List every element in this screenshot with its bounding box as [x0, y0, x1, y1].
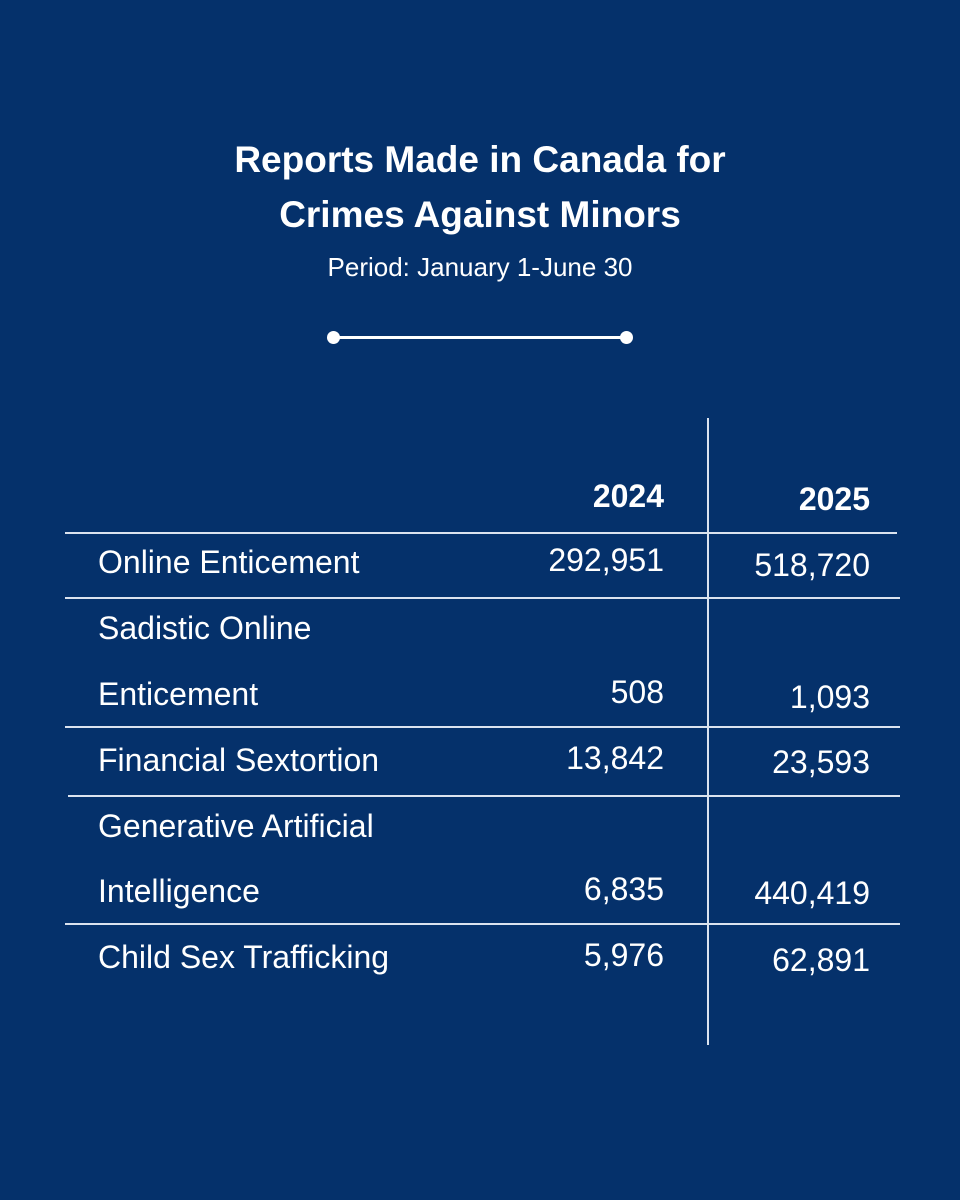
title-line-2: Crimes Against Minors [279, 194, 681, 235]
divider-dot-left [327, 331, 340, 344]
column-header-2024: 2024 [592, 478, 664, 514]
decorative-divider [334, 336, 626, 339]
row-label-financial-sextortion: Financial Sextortion [98, 742, 380, 778]
row-divider [65, 597, 900, 599]
period-subtitle: Period: January 1-June 30 [327, 252, 633, 282]
row-label-child-sex-trafficking: Child Sex Trafficking [98, 939, 390, 975]
value-2025-online-enticement: 518,720 [754, 547, 870, 583]
value-2025-generative-ai: 440,419 [754, 875, 870, 911]
value-2025-financial-sextortion: 23,593 [772, 744, 870, 780]
row-label-generative-ai-line-2: Intelligence [98, 873, 260, 909]
row-label-sadistic-line-2: Enticement [98, 676, 259, 712]
divider-dot-right [620, 331, 633, 344]
column-header-2025: 2025 [798, 481, 870, 517]
value-2024-online-enticement: 292,951 [548, 542, 664, 578]
row-label-sadistic-line-1: Sadistic Online [98, 610, 312, 646]
row-divider [68, 795, 900, 797]
row-label-online-enticement: Online Enticement [98, 544, 360, 580]
row-label-generative-ai-line-1: Generative Artificial [98, 808, 374, 844]
value-2024-sadistic-online-enticement: 508 [610, 674, 664, 710]
page-title: Reports Made in Canada for Crimes Agains… [0, 132, 960, 242]
value-2024-financial-sextortion: 13,842 [566, 740, 664, 776]
title-line-1: Reports Made in Canada for [234, 139, 726, 180]
value-2024-child-sex-trafficking: 5,976 [583, 937, 664, 973]
value-2025-child-sex-trafficking: 62,891 [772, 942, 870, 978]
value-2025-sadistic-online-enticement: 1,093 [789, 679, 870, 715]
value-2024-generative-ai: 6,835 [583, 871, 664, 907]
row-divider [65, 532, 897, 534]
column-separator [707, 418, 709, 1045]
row-divider [65, 726, 900, 728]
row-divider [65, 923, 900, 925]
